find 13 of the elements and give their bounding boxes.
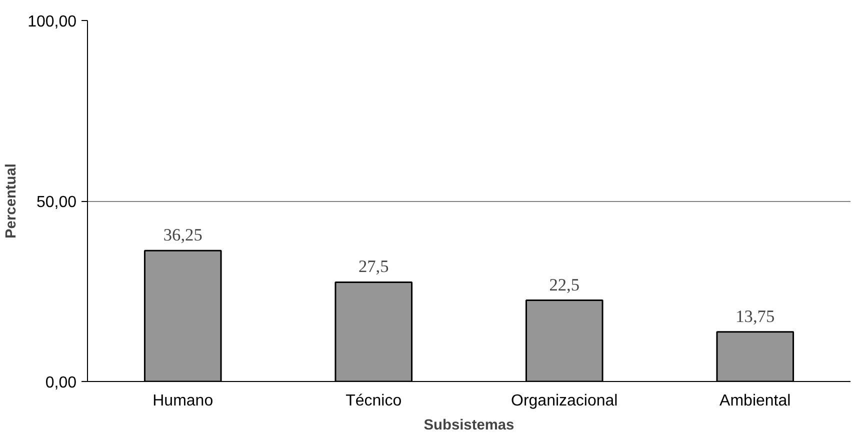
y-tick-label: 50,00 — [36, 194, 77, 211]
y-tick-label: 100,00 — [28, 14, 77, 30]
data-label: 22,5 — [549, 275, 580, 294]
data-label: 13,75 — [736, 306, 775, 326]
y-tick-label: 0,00 — [45, 374, 77, 392]
x-axis-title: Subsistemas — [424, 418, 514, 434]
data-label: 27,5 — [358, 257, 389, 276]
x-tick-label: Ambiental — [720, 392, 791, 410]
x-tick-label: Técnico — [346, 392, 402, 410]
data-label: 36,25 — [163, 226, 202, 245]
x-tick-label: Humano — [152, 392, 214, 410]
y-axis-title: Percentual — [4, 164, 20, 238]
x-tick-label: Organizacional — [511, 392, 618, 410]
